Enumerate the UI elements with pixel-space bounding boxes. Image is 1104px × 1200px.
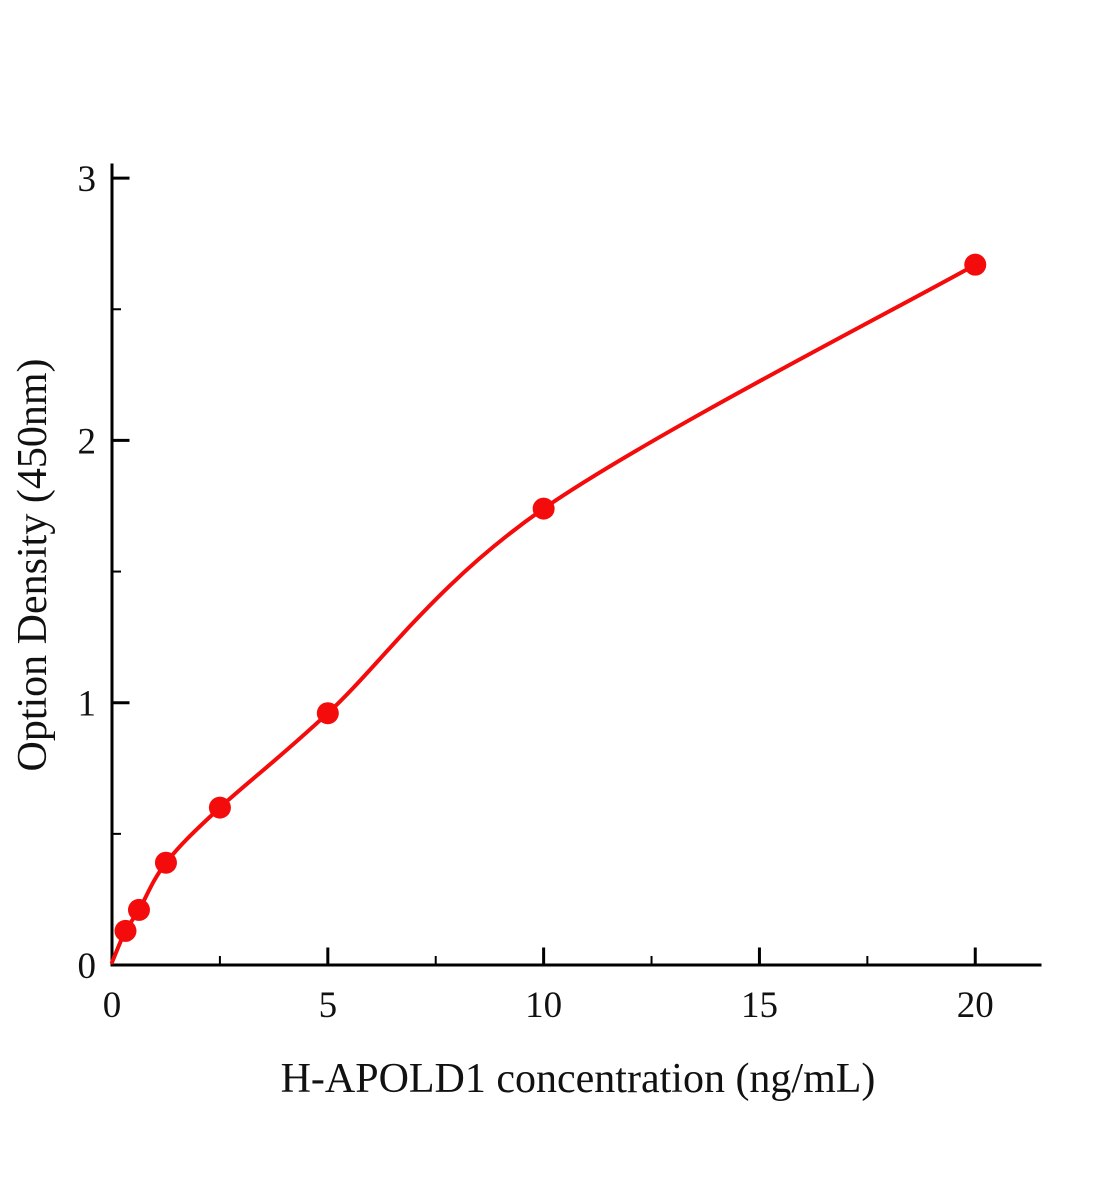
data-point	[964, 253, 987, 276]
data-point	[154, 851, 177, 874]
x-tick-label: 20	[957, 985, 994, 1026]
fit-curve	[110, 262, 978, 965]
x-tick-label: 0	[103, 985, 122, 1026]
y-tick-label: 3	[78, 159, 97, 200]
x-tick-label: 5	[319, 985, 338, 1026]
x-axis-label: H-APOLD1 concentration (ng/mL)	[281, 1056, 876, 1102]
plot-area: 0 5 10 15 20 0 1 2 3	[78, 159, 1042, 1026]
data-point	[127, 898, 150, 921]
data-point	[532, 497, 555, 520]
y-tick-label: 1	[78, 684, 97, 725]
x-tick-label: 10	[525, 985, 562, 1026]
x-tick-label: 15	[741, 985, 778, 1026]
y-tick-label: 2	[78, 421, 97, 462]
data-point	[208, 796, 231, 819]
y-axis-label: Option Density (450nm)	[10, 359, 56, 772]
y-tick-label: 0	[78, 946, 97, 987]
data-point	[114, 919, 137, 942]
data-point	[316, 702, 339, 725]
